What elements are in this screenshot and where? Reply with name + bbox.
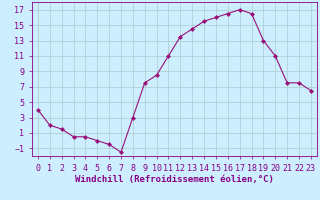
X-axis label: Windchill (Refroidissement éolien,°C): Windchill (Refroidissement éolien,°C) <box>75 175 274 184</box>
